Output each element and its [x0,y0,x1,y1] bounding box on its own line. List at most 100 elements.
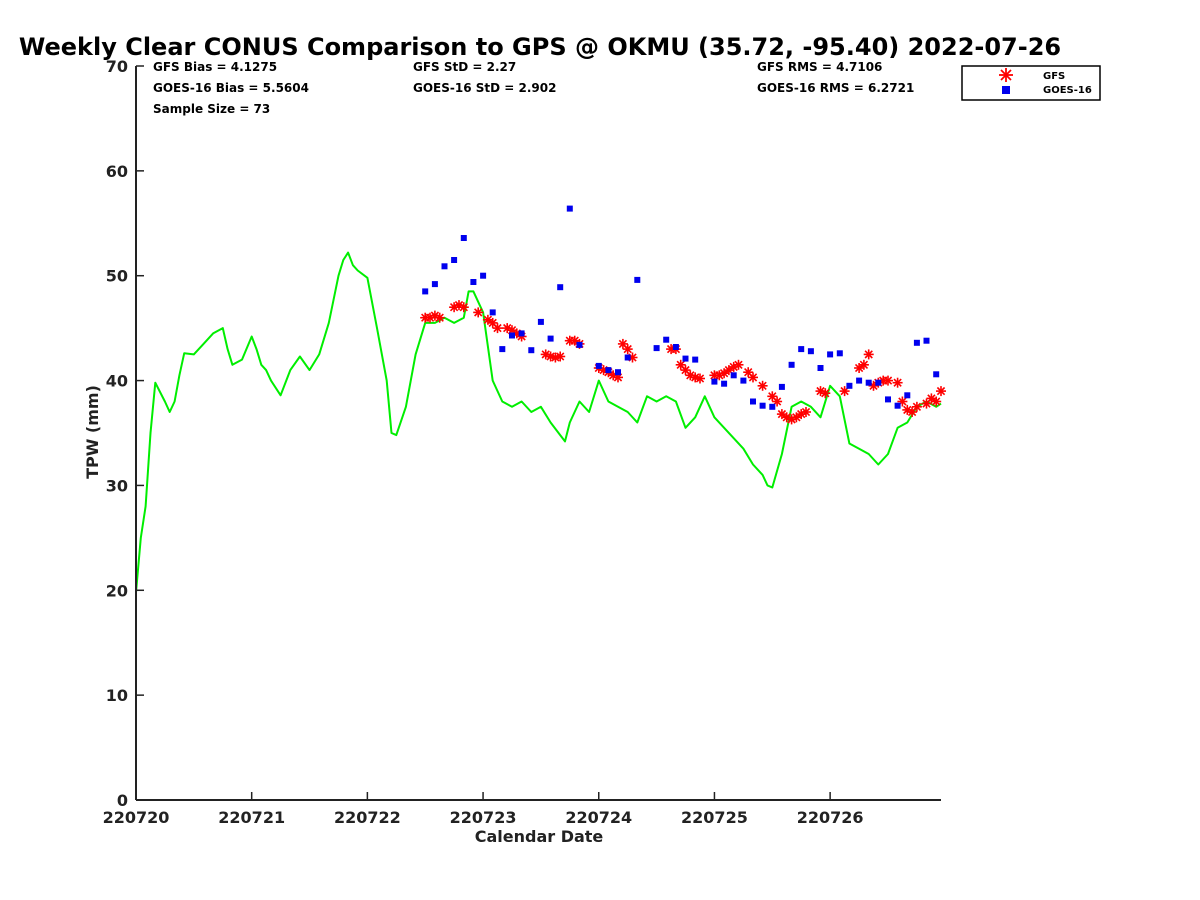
y-tick-label: 60 [106,162,128,181]
goes16-point [817,365,824,371]
gfs-point [936,386,946,397]
x-tick-label: 220724 [565,808,632,827]
goes16-point [441,263,448,270]
goes16-point [672,344,679,350]
y-tick-label: 30 [106,476,128,495]
goes16-point [460,235,467,241]
goes16-point [933,371,940,378]
goes16-point [711,378,718,385]
gfs-point [820,388,831,399]
goes16-point [885,396,891,403]
goes16-point [827,351,834,358]
legend: GFS GOES-16 [961,65,1101,101]
chart-title: Weekly Clear CONUS Comparison to GPS @ O… [19,33,1061,61]
goes16-point [788,361,795,368]
plot-area [135,205,946,593]
goes16-point [682,355,689,362]
goes16-point [692,356,699,363]
goes-rms-stat: GOES-16 RMS = 6.2721 [757,81,914,95]
goes16-point [865,379,872,386]
goes16-point [422,288,429,295]
goes16-point [807,348,814,355]
y-tick-label: 70 [106,57,128,76]
gfs-point [487,317,498,328]
goes16-point [769,403,776,410]
goes16-point [509,332,515,339]
legend-box [961,65,1101,101]
goes16-point [740,377,747,384]
gfs-point [555,351,566,362]
gfs-point [434,312,445,323]
goes16-point [913,339,920,346]
goes16-point [451,257,458,263]
gfs-point [733,359,744,370]
y-tick-label: 10 [106,686,128,705]
goes16-point [615,369,621,376]
goes16-point [894,402,901,409]
goes16-point [904,392,911,399]
goes16-point [566,205,573,212]
goes16-point [499,346,506,353]
legend-gfs-marker [999,68,1013,82]
gfs-point [458,302,469,313]
gfs-point [492,323,503,334]
goes16-point [557,284,564,291]
gfs-point [883,375,893,386]
sample-size-stat: Sample Size = 73 [153,102,270,116]
goes16-point [778,383,785,390]
gfs-point [695,373,705,384]
gfs-point [892,377,903,388]
gfs-point [748,372,758,383]
x-tick-label: 220723 [450,808,517,827]
x-tick-label: 220726 [797,808,864,827]
goes16-point [653,345,660,352]
gfs-point [911,401,922,412]
gfs-bias-stat: GFS Bias = 4.1275 [153,60,277,74]
x-tick-label: 220725 [681,808,748,827]
goes16-point [721,380,728,387]
goes16-point [750,398,756,405]
gfs-point [473,307,484,318]
gfs-point [863,349,874,360]
y-tick-label: 50 [106,267,128,286]
goes16-point [624,354,631,361]
y-tick-label: 20 [106,581,128,600]
goes16-point [856,377,863,384]
gfs-point [926,393,937,404]
x-axis-label: Calendar Date [475,827,604,846]
goes16-point [431,281,438,288]
gfs-point [714,370,725,381]
goes16-point [518,330,525,337]
gps-tpw-line [135,251,942,593]
gfs-point [801,407,811,417]
goes16-point [480,272,487,279]
gfs-point [858,359,869,370]
y-tick-label: 40 [106,372,128,391]
legend-goes-label: GOES-16 [1043,85,1092,96]
x-tick-label: 220720 [103,808,170,827]
goes16-point [605,367,612,374]
goes16-point [730,372,737,379]
y-axis-label: TPW (mm) [83,385,102,479]
goes16-point [547,335,554,342]
gfs-point [429,310,440,321]
legend-gfs-label: GFS [1043,71,1065,82]
gfs-point [622,344,633,355]
goes16-point [528,347,535,354]
goes-std-stat: GOES-16 StD = 2.902 [413,81,556,95]
gfs-point [502,323,513,334]
legend-goes-marker [1002,86,1010,94]
axes: 0 10 20 30 40 50 60 70 220720 220721 220722 220723 2… [103,57,941,827]
goes16-point [846,382,853,389]
gfs-std-stat: GFS StD = 2.27 [413,60,516,74]
goes-bias-stat: GOES-16 Bias = 5.5604 [153,81,309,95]
gfs-rms-stat: GFS RMS = 4.7106 [757,60,882,74]
goes16-point [576,341,583,348]
goes16-point [923,337,930,344]
goes16-point [836,350,843,357]
goes16-point [634,276,641,283]
gfs-point [757,380,768,391]
x-tick-label: 220722 [334,808,401,827]
goes16-point [663,336,670,343]
